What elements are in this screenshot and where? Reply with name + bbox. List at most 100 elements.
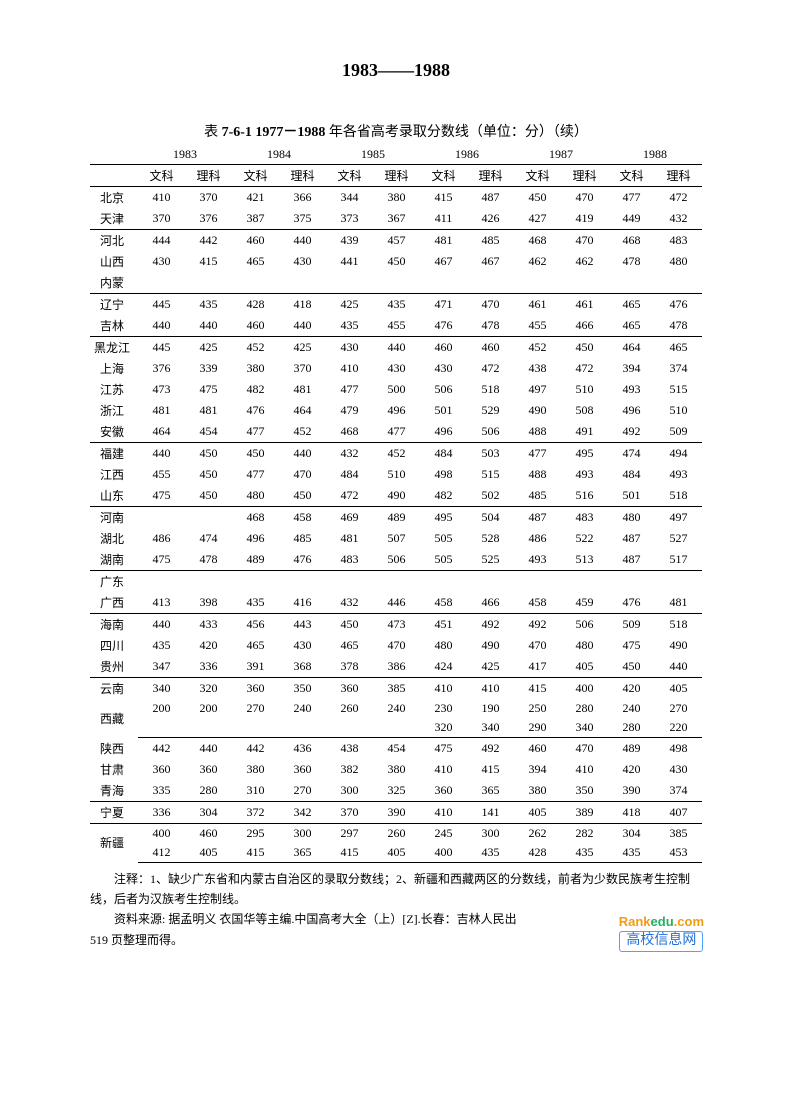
score-cell: 470 [279, 464, 326, 485]
score-cell: 436 [279, 738, 326, 759]
score-cell: 400 [138, 823, 185, 843]
note-2a: 资料来源: 据孟明义 衣国华等主编.中国高考大全（上）[Z].长春：吉林人民出 [114, 912, 517, 926]
score-cell: 310 [232, 780, 279, 802]
score-cell: 507 [373, 528, 420, 549]
watermark: Rankedu.com 高校信息网 [619, 914, 704, 952]
year-1984: 1984 [232, 145, 326, 165]
score-cell: 470 [514, 635, 561, 656]
score-cell: 481 [326, 528, 373, 549]
score-cell: 295 [232, 823, 279, 843]
score-cell: 380 [232, 759, 279, 780]
score-cell: 442 [185, 230, 232, 252]
score-cell: 410 [420, 678, 467, 700]
score-cell: 370 [326, 801, 373, 823]
score-cell: 450 [232, 443, 279, 465]
score-cell: 405 [561, 656, 608, 678]
score-cell: 509 [608, 614, 655, 636]
score-cell: 465 [655, 337, 702, 359]
table-row: 福建440450450440432452484503477495474494 [90, 443, 702, 465]
score-cell [608, 272, 655, 294]
score-cell [655, 571, 702, 593]
score-cell: 464 [279, 400, 326, 421]
score-cell: 428 [232, 294, 279, 316]
score-cell: 432 [326, 443, 373, 465]
score-cell: 385 [373, 678, 420, 700]
score-cell: 304 [185, 801, 232, 823]
province-cell: 新疆 [90, 823, 138, 862]
score-cell: 495 [420, 507, 467, 529]
score-cell: 481 [420, 230, 467, 252]
score-cell: 451 [420, 614, 467, 636]
score-cell [185, 507, 232, 529]
score-cell: 475 [608, 635, 655, 656]
score-cell [420, 272, 467, 294]
page-title: 1983——1988 [90, 60, 702, 81]
score-cell: 373 [326, 208, 373, 230]
score-cell: 366 [279, 187, 326, 209]
score-cell: 410 [138, 187, 185, 209]
wm-edu: edu [651, 914, 674, 929]
score-cell: 200 [138, 699, 185, 718]
score-cell: 360 [185, 759, 232, 780]
score-cell: 405 [655, 678, 702, 700]
score-cell: 440 [185, 738, 232, 759]
score-cell [232, 272, 279, 294]
score-cell [561, 571, 608, 593]
table-row: 江西455450477470484510498515488493484493 [90, 464, 702, 485]
score-cell: 487 [514, 507, 561, 529]
score-cell: 465 [608, 315, 655, 337]
score-cell: 501 [420, 400, 467, 421]
score-cell: 250 [514, 699, 561, 718]
table-row: 西藏200200270240260240230190250280240270 [90, 699, 702, 718]
table-row: 陕西442440442436438454475492460470489498 [90, 738, 702, 759]
score-cell: 481 [138, 400, 185, 421]
score-cell: 487 [467, 187, 514, 209]
score-cell: 481 [185, 400, 232, 421]
score-cell: 484 [326, 464, 373, 485]
score-cell: 466 [467, 592, 514, 614]
table-row: 湖北486474496485481507505528486522487527 [90, 528, 702, 549]
score-cell: 518 [655, 614, 702, 636]
score-cell: 468 [326, 421, 373, 443]
score-cell: 430 [138, 251, 185, 272]
score-cell: 501 [608, 485, 655, 507]
province-cell: 河北 [90, 230, 138, 252]
province-cell: 西藏 [90, 699, 138, 738]
score-cell: 496 [373, 400, 420, 421]
score-cell: 472 [561, 358, 608, 379]
score-cell: 515 [467, 464, 514, 485]
score-cell: 220 [655, 718, 702, 738]
score-cell: 478 [655, 315, 702, 337]
score-cell [138, 507, 185, 529]
score-cell: 438 [326, 738, 373, 759]
score-cell: 458 [279, 507, 326, 529]
score-cell: 418 [608, 801, 655, 823]
score-cell: 435 [232, 592, 279, 614]
score-cell: 475 [185, 379, 232, 400]
score-cell: 380 [373, 187, 420, 209]
score-cell [185, 272, 232, 294]
table-row: 海南440433456443450473451492492506509518 [90, 614, 702, 636]
score-cell: 372 [232, 801, 279, 823]
score-cell: 480 [561, 635, 608, 656]
score-cell: 493 [514, 549, 561, 571]
score-cell: 378 [326, 656, 373, 678]
score-cell: 320 [420, 718, 467, 738]
table-row: 河南468458469489495504487483480497 [90, 507, 702, 529]
score-cell: 458 [420, 592, 467, 614]
score-cell: 467 [467, 251, 514, 272]
score-cell: 340 [467, 718, 514, 738]
score-cell: 280 [608, 718, 655, 738]
score-cell: 360 [279, 759, 326, 780]
score-cell: 270 [279, 780, 326, 802]
table-row: 320340290340280220 [90, 718, 702, 738]
score-cell: 478 [467, 315, 514, 337]
year-1988: 1988 [608, 145, 702, 165]
score-cell: 454 [373, 738, 420, 759]
score-cell: 484 [608, 464, 655, 485]
score-cell: 360 [138, 759, 185, 780]
score-cell: 419 [561, 208, 608, 230]
score-cell [138, 571, 185, 593]
score-cell: 370 [185, 187, 232, 209]
year-1983: 1983 [138, 145, 232, 165]
